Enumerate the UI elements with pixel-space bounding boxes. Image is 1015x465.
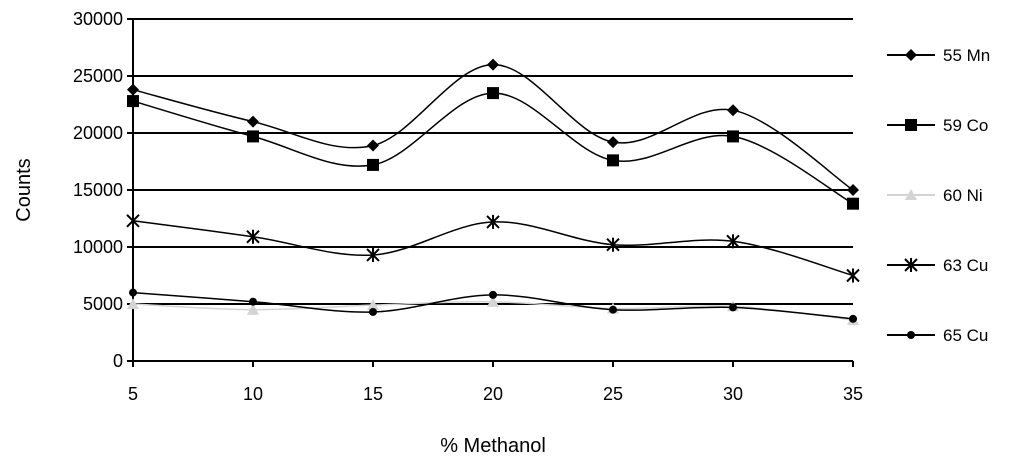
legend-label: 65 Cu	[943, 326, 988, 345]
data-point	[367, 158, 379, 171]
legend-marker	[905, 119, 917, 131]
series-55-mn	[127, 58, 859, 196]
data-point	[247, 115, 259, 128]
x-tick-label: 10	[243, 384, 263, 404]
data-point	[247, 303, 259, 315]
series-layer	[126, 58, 860, 325]
y-axis-ticks: 0 5000 10000 15000 20000 25000 30000	[73, 9, 133, 371]
x-axis-title: % Methanol	[440, 435, 546, 457]
y-axis-title: Counts	[13, 158, 35, 221]
data-point	[127, 95, 139, 108]
y-tick-label: 10000	[73, 237, 123, 257]
data-point	[247, 130, 259, 143]
data-point	[729, 303, 737, 312]
data-point	[367, 139, 379, 152]
x-tick-label: 15	[363, 384, 383, 404]
y-tick-label: 20000	[73, 123, 123, 143]
data-point	[366, 247, 380, 262]
data-point	[127, 83, 139, 96]
data-point	[129, 288, 137, 297]
data-point	[847, 197, 859, 210]
data-point	[367, 299, 379, 311]
data-point	[249, 297, 257, 306]
data-point	[486, 214, 500, 229]
data-point	[489, 290, 497, 299]
legend-item: 63 Cu	[887, 256, 988, 275]
data-point	[727, 130, 739, 143]
series-line	[132, 220, 854, 277]
data-point	[607, 136, 619, 149]
legend-label: 55 Mn	[943, 46, 990, 65]
series-59-co	[127, 87, 859, 210]
x-tick-label: 30	[723, 384, 743, 404]
data-point	[487, 295, 499, 307]
legend-item: 55 Mn	[887, 46, 990, 65]
data-point	[846, 268, 860, 283]
y-tick-label: 0	[113, 351, 123, 371]
data-point	[487, 58, 499, 71]
x-tick-label: 5	[128, 384, 138, 404]
legend-marker	[905, 49, 917, 61]
data-point	[127, 298, 139, 309]
legend-label: 63 Cu	[943, 256, 988, 275]
y-tick-label: 5000	[83, 294, 123, 314]
legend-item: 59 Co	[887, 116, 988, 135]
data-point	[126, 213, 140, 228]
legend-marker	[905, 189, 917, 200]
legend-marker	[907, 331, 915, 339]
data-point	[847, 184, 859, 196]
data-point	[246, 229, 260, 244]
series-65-cu	[129, 288, 857, 323]
data-point	[609, 305, 617, 314]
x-tick-label: 20	[483, 384, 503, 404]
data-point	[607, 154, 619, 167]
data-point	[369, 307, 377, 316]
y-tick-label: 30000	[73, 9, 123, 29]
data-point	[726, 234, 740, 249]
y-tick-label: 25000	[73, 66, 123, 86]
legend: 55 Mn 59 Co 60 Ni 63 Cu 65 Cu	[887, 46, 990, 345]
y-tick-label: 15000	[73, 180, 123, 200]
legend-item: 65 Cu	[887, 326, 988, 345]
series-63-cu	[126, 213, 860, 283]
x-tick-label: 35	[843, 384, 863, 404]
data-point	[606, 237, 620, 252]
legend-item: 60 Ni	[887, 186, 983, 205]
data-point	[849, 314, 857, 323]
x-tick-label: 25	[603, 384, 623, 404]
legend-label: 59 Co	[943, 116, 988, 135]
series-line	[132, 63, 854, 191]
legend-marker	[904, 258, 918, 272]
legend-label: 60 Ni	[943, 186, 983, 205]
x-axis-ticks: 5 10 15 20 25 30 35	[128, 361, 863, 404]
data-point	[487, 87, 499, 100]
series-line	[132, 92, 854, 205]
data-point	[727, 104, 739, 117]
